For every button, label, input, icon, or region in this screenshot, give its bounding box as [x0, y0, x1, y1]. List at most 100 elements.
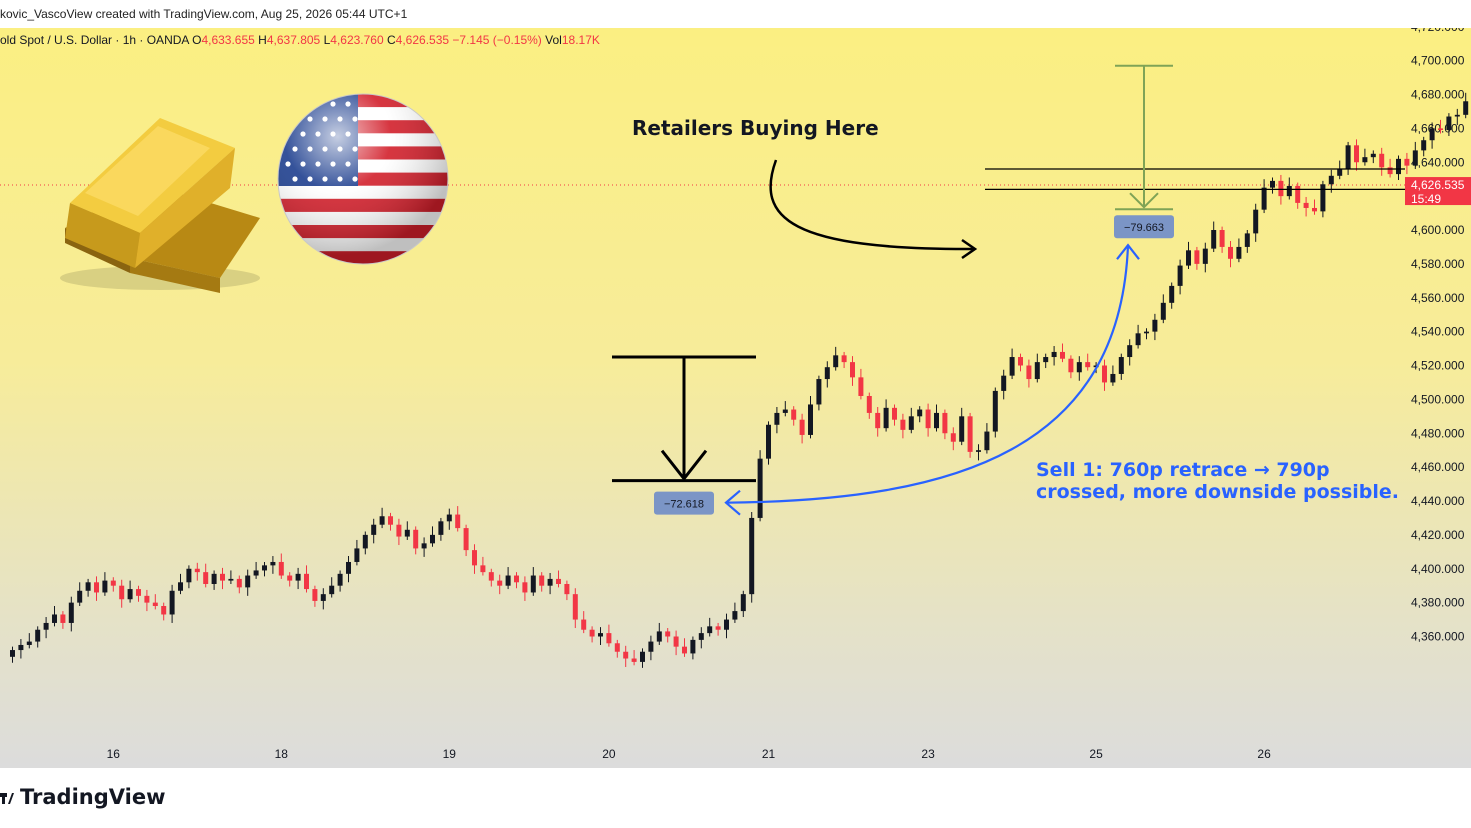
- candle-body: [320, 594, 326, 601]
- candle-body: [1387, 167, 1393, 175]
- candle-body: [1303, 202, 1309, 208]
- candle-body: [278, 561, 284, 576]
- retailers-text: Retailers Buying Here: [632, 116, 879, 140]
- candle-body: [295, 573, 301, 581]
- candle-body: [68, 602, 74, 623]
- candle-body: [1051, 351, 1057, 358]
- candle-body: [26, 641, 32, 645]
- candle-body: [362, 534, 368, 549]
- volume-value: 18.17K: [561, 33, 600, 47]
- price-tick-label: 4,540.000: [1411, 325, 1465, 339]
- candle-body: [808, 404, 813, 435]
- candle-body: [824, 367, 830, 380]
- candle-body: [883, 407, 889, 429]
- candle-body: [1102, 365, 1107, 383]
- candle-body: [186, 568, 192, 583]
- candle-body: [572, 594, 578, 620]
- candle-body: [749, 517, 755, 595]
- candle-body: [245, 575, 251, 588]
- candle-body: [1429, 128, 1435, 141]
- candle-body: [724, 619, 729, 630]
- candle-body: [925, 409, 931, 429]
- candle-body: [1026, 365, 1032, 380]
- candle-body: [60, 614, 66, 623]
- candle-body: [228, 578, 234, 581]
- candle-body: [1152, 319, 1158, 332]
- candle-body: [1169, 285, 1175, 303]
- candle-body: [1312, 207, 1317, 212]
- candle-body: [1261, 187, 1267, 210]
- candle-body: [556, 578, 561, 584]
- measure-2-arrow-head: [1129, 192, 1159, 209]
- close-label: C: [387, 33, 396, 47]
- candle-body: [488, 572, 494, 581]
- candle-body: [497, 580, 503, 586]
- candle-body: [505, 575, 511, 586]
- sell-note-line-1: Sell 1: 760p retrace → 790p: [1036, 459, 1330, 481]
- candle-body: [598, 633, 603, 637]
- candle-body: [1076, 362, 1082, 373]
- candle-body: [1160, 302, 1166, 320]
- time-axis[interactable]: 16 18 19 20 21 23 25 26: [107, 747, 1271, 761]
- change-value: −7.145 (−0.15%): [452, 33, 542, 47]
- candle-body: [102, 580, 108, 593]
- candle-body: [791, 409, 797, 420]
- candle-body: [480, 565, 486, 573]
- candle-body: [976, 450, 981, 452]
- candle-body: [110, 580, 116, 586]
- candle-body: [253, 570, 259, 576]
- candle-body: [1421, 140, 1427, 151]
- candle-body: [799, 419, 805, 435]
- price-chart[interactable]: 4,740.0004,720.0004,700.0004,680.0004,66…: [0, 28, 1471, 768]
- low-value: 4,623.760: [330, 33, 384, 47]
- candle-body: [707, 626, 713, 634]
- current-price-label: 4,626.535: [1411, 178, 1465, 192]
- candle-body: [833, 355, 839, 368]
- candle-body: [1278, 180, 1284, 197]
- price-tick-label: 4,480.000: [1411, 426, 1465, 440]
- candle-body: [1194, 250, 1200, 264]
- time-tick-label: 26: [1257, 747, 1271, 761]
- retailers-arrow: [769, 159, 976, 251]
- countdown-label: 15:49: [1411, 192, 1441, 206]
- symbol-label[interactable]: old Spot / U.S. Dollar · 1h · OANDA: [0, 33, 189, 47]
- candle-body: [1211, 230, 1217, 249]
- candle-body: [841, 355, 847, 363]
- price-axis[interactable]: 4,740.0004,720.0004,700.0004,680.0004,66…: [1411, 28, 1465, 644]
- brand-name: TradingView: [20, 785, 166, 809]
- candle-body: [1018, 357, 1023, 366]
- candle-body: [1379, 153, 1385, 168]
- candle-body: [1085, 362, 1091, 368]
- time-tick-label: 25: [1089, 747, 1103, 761]
- candle-body: [421, 543, 427, 549]
- candle-body: [581, 619, 587, 630]
- candle-body: [144, 595, 150, 603]
- low-label: L: [323, 33, 331, 47]
- candle-body: [1412, 150, 1418, 166]
- candle-body: [514, 575, 519, 583]
- candle-body: [1228, 246, 1233, 259]
- candle-body: [967, 416, 973, 452]
- price-tick-label: 4,640.000: [1411, 155, 1465, 169]
- candle-body: [1270, 180, 1275, 188]
- candle-body: [564, 583, 570, 595]
- candle-body: [1043, 357, 1049, 363]
- candle-body: [455, 514, 461, 529]
- time-tick-label: 16: [107, 747, 121, 761]
- candle-body: [816, 379, 822, 405]
- tradingview-logo[interactable]: TradingView: [0, 785, 165, 809]
- candle-body: [211, 573, 217, 584]
- candle-body: [404, 529, 410, 537]
- chart-background: [0, 28, 1471, 768]
- price-tick-label: 4,580.000: [1411, 257, 1465, 271]
- candle-body: [1362, 157, 1368, 163]
- candle-body: [304, 573, 309, 590]
- price-tick-label: 4,440.000: [1411, 494, 1465, 508]
- candle-body: [673, 636, 679, 647]
- candle-body: [690, 639, 696, 654]
- price-tick-label: 4,560.000: [1411, 291, 1465, 305]
- candle-body: [1060, 351, 1065, 359]
- candle-body: [1034, 362, 1040, 380]
- candle-body: [35, 629, 41, 642]
- candle-body: [354, 548, 360, 562]
